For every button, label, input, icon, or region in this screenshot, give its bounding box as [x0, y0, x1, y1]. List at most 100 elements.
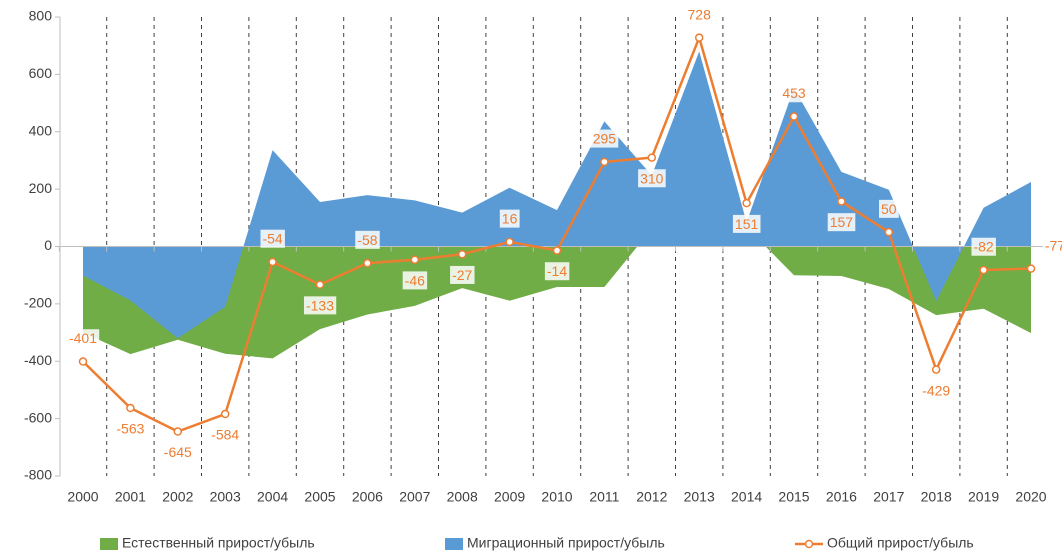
marker — [173, 427, 183, 436]
data-label-bg — [685, 5, 714, 24]
data-label: -645 — [164, 444, 192, 460]
data-label-bg — [1042, 236, 1062, 255]
data-label-bg — [402, 271, 428, 290]
x-tick-label: 2019 — [968, 489, 999, 505]
data-label-bg — [920, 381, 953, 400]
marker — [220, 409, 230, 419]
data-label: 50 — [881, 201, 897, 217]
data-label-bg — [590, 129, 619, 148]
marker — [78, 357, 88, 366]
data-label: -58 — [357, 232, 377, 248]
data-label-bg — [638, 169, 666, 188]
marker — [694, 33, 704, 42]
data-label: -429 — [922, 382, 950, 398]
marker — [505, 237, 514, 247]
data-label: -14 — [547, 263, 567, 279]
data-label-bg — [544, 262, 570, 281]
x-tick-label: 2012 — [636, 489, 667, 505]
data-label-bg — [303, 296, 337, 315]
marker — [457, 249, 467, 259]
area — [83, 227, 1031, 359]
x-tick-label: 2005 — [304, 489, 335, 505]
x-tick-label: 2017 — [873, 489, 904, 505]
data-label: -46 — [405, 272, 425, 288]
data-label-bg — [879, 199, 899, 218]
data-label-bg — [355, 230, 380, 249]
data-label-bg — [971, 237, 996, 256]
data-label: 157 — [830, 214, 854, 230]
x-tick-label: 2001 — [115, 489, 146, 505]
marker — [979, 265, 988, 275]
x-tick-label: 2013 — [684, 489, 715, 505]
data-label: 295 — [593, 131, 617, 147]
data-label-bg — [499, 209, 520, 228]
data-label: 728 — [688, 6, 712, 22]
y-tick-label: 0 — [44, 237, 52, 253]
marker — [410, 255, 420, 264]
marker — [884, 227, 894, 237]
legend-label: Общий прирост/убыль — [827, 535, 974, 551]
x-tick-label: 2018 — [921, 489, 952, 505]
data-label-bg — [209, 425, 242, 444]
x-tick-label: 2002 — [162, 489, 193, 505]
legend-swatch — [445, 538, 463, 550]
x-tick-label: 2009 — [494, 489, 525, 505]
x-tick-label: 2011 — [589, 489, 619, 505]
data-label: -77 — [1045, 237, 1062, 253]
marker — [931, 365, 941, 374]
data-label: -82 — [973, 239, 993, 255]
marker — [1026, 264, 1036, 273]
data-label-bg — [827, 213, 856, 232]
x-tick-label: 2015 — [778, 489, 809, 505]
data-label-bg — [114, 419, 147, 438]
x-tick-label: 2014 — [731, 489, 762, 505]
y-tick-label: 400 — [29, 122, 53, 138]
marker — [600, 157, 609, 167]
data-label: 310 — [640, 170, 664, 186]
marker — [742, 198, 751, 208]
data-label: -133 — [306, 297, 334, 313]
y-tick-label: 800 — [29, 8, 53, 24]
x-tick-label: 2016 — [826, 489, 857, 505]
y-tick-label: -800 — [24, 467, 52, 483]
y-tick-label: -400 — [24, 352, 52, 368]
x-tick-label: 2004 — [257, 489, 288, 505]
data-label: -27 — [452, 267, 472, 283]
marker — [126, 403, 135, 413]
data-label-bg — [66, 329, 100, 348]
x-tick-label: 2003 — [210, 489, 241, 505]
y-tick-label: -200 — [24, 295, 52, 311]
data-label: 151 — [735, 216, 759, 232]
legend-label: Миграционный прирост/убыль — [467, 535, 665, 551]
marker — [363, 258, 372, 268]
data-label-bg — [732, 214, 761, 233]
data-label-bg — [450, 265, 475, 284]
data-label: -54 — [262, 231, 282, 247]
data-label: -584 — [211, 427, 239, 443]
x-tick-label: 2020 — [1015, 489, 1046, 505]
area — [83, 51, 1031, 339]
x-tick-label: 2006 — [352, 489, 383, 505]
x-tick-label: 2010 — [541, 489, 572, 505]
data-label-bg — [161, 443, 195, 462]
legend-label: Естественный прирост/убыль — [122, 535, 315, 551]
data-label: 453 — [782, 85, 806, 101]
data-label: -563 — [116, 421, 144, 437]
marker — [789, 112, 799, 121]
y-tick-label: 600 — [29, 65, 53, 81]
x-tick-label: 2008 — [447, 489, 478, 505]
x-tick-label: 2007 — [399, 489, 430, 505]
data-label-bg — [780, 84, 808, 103]
y-tick-label: 200 — [29, 180, 53, 196]
marker — [647, 153, 657, 162]
data-label: 16 — [502, 211, 518, 227]
marker — [315, 280, 325, 289]
legend-swatch — [100, 538, 118, 550]
marker — [837, 197, 846, 206]
data-label-bg — [260, 229, 285, 248]
marker — [552, 246, 562, 255]
legend-marker — [804, 539, 814, 549]
y-tick-label: -600 — [24, 409, 52, 425]
marker — [268, 257, 277, 267]
